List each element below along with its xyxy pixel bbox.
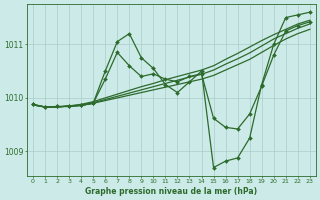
X-axis label: Graphe pression niveau de la mer (hPa): Graphe pression niveau de la mer (hPa) bbox=[85, 187, 258, 196]
